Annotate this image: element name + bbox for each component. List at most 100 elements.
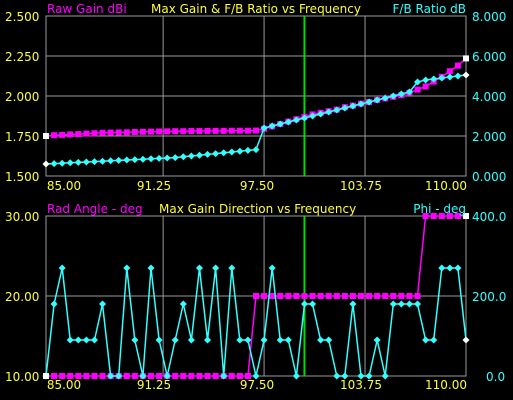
top-point-diamond <box>252 146 260 154</box>
bottom-point-square <box>414 293 421 299</box>
top-point-square <box>67 131 74 138</box>
bottom-point-diamond <box>115 372 123 380</box>
bottom-point-diamond <box>284 336 292 344</box>
top-chart-grid <box>45 15 467 177</box>
bottom-point-square <box>390 293 397 299</box>
top-point-diamond <box>365 98 373 106</box>
top-point-diamond <box>373 96 381 104</box>
bottom-right-axis-label: Phi - deg <box>413 202 466 216</box>
top-point-diamond <box>405 88 413 96</box>
top-x-tick: 85.00 <box>47 179 81 193</box>
top-point-square <box>228 127 235 134</box>
bottom-point-square <box>398 293 405 299</box>
top-x-tick: 97.50 <box>240 179 274 193</box>
bottom-point-diamond <box>430 336 438 344</box>
bottom-point-square <box>180 373 187 379</box>
bottom-point-diamond <box>462 336 470 344</box>
bottom-point-square <box>463 213 469 219</box>
top-point-diamond <box>414 78 422 86</box>
bottom-point-diamond <box>204 336 212 344</box>
top-left-axis-label: Raw Gain dBi <box>47 2 127 16</box>
top-point-diamond <box>430 75 438 83</box>
top-point-square <box>188 128 195 135</box>
top-point-diamond <box>446 73 454 81</box>
top-right-tick: 0.000 <box>472 170 506 184</box>
bottom-point-square <box>172 373 179 379</box>
bottom-point-diamond <box>365 372 373 380</box>
top-plot-frame <box>45 15 467 177</box>
bottom-point-square <box>67 373 74 379</box>
bottom-point-diamond <box>107 372 115 380</box>
top-point-square <box>220 127 227 134</box>
bottom-point-diamond <box>220 372 228 380</box>
top-point-diamond <box>438 74 446 82</box>
top-point-diamond <box>244 146 252 154</box>
bottom-point-diamond <box>309 300 317 308</box>
top-point-diamond <box>309 112 317 120</box>
top-left-tick: 2.000 <box>5 90 39 104</box>
bottom-point-square <box>317 293 324 299</box>
bottom-point-square <box>269 293 276 299</box>
bottom-point-diamond <box>123 264 131 272</box>
bottom-right-tick: 0.0 <box>486 370 505 384</box>
bottom-point-diamond <box>179 300 187 308</box>
top-x-tick: 110.00 <box>425 179 467 193</box>
bottom-point-diamond <box>317 336 325 344</box>
bottom-point-square <box>156 373 163 379</box>
bottom-point-diamond <box>373 336 381 344</box>
bottom-point-diamond <box>90 336 98 344</box>
top-left-tick: 2.500 <box>5 10 39 24</box>
bottom-point-square <box>83 373 90 379</box>
top-point-diamond <box>292 116 300 124</box>
top-point-diamond <box>220 149 228 157</box>
top-point-square <box>253 127 259 134</box>
top-point-square <box>172 128 179 135</box>
bottom-point-square <box>277 293 284 299</box>
bottom-chart-title: Max Gain Direction vs Frequency <box>159 202 356 216</box>
top-point-diamond <box>123 156 131 164</box>
top-point-square <box>454 62 461 69</box>
top-point-diamond <box>139 155 147 163</box>
bottom-point-square <box>212 373 219 379</box>
bottom-point-diamond <box>58 264 66 272</box>
top-point-square <box>83 130 90 137</box>
bottom-point-diamond <box>333 372 341 380</box>
top-point-diamond <box>58 159 66 167</box>
bottom-point-square <box>261 293 268 299</box>
top-x-tick: 103.75 <box>340 179 382 193</box>
bottom-point-diamond <box>446 264 454 272</box>
top-point-square <box>422 83 429 90</box>
bottom-point-diamond <box>349 300 357 308</box>
top-point-diamond <box>317 110 325 118</box>
bottom-point-square <box>333 293 340 299</box>
top-point-diamond <box>276 120 284 128</box>
bottom-x-tick: 85.00 <box>47 378 81 392</box>
bottom-point-square <box>325 293 332 299</box>
top-point-square <box>91 130 98 137</box>
top-point-diamond <box>187 152 195 160</box>
bottom-point-diamond <box>171 336 179 344</box>
bottom-point-diamond <box>422 336 430 344</box>
top-right-axis-label: F/B Ratio dB <box>393 2 466 16</box>
bottom-x-tick: 110.00 <box>425 378 467 392</box>
bottom-point-diamond <box>300 300 308 308</box>
bottom-point-square <box>382 293 389 299</box>
bottom-point-square <box>309 293 316 299</box>
top-point-square <box>212 127 219 134</box>
top-point-diamond <box>74 158 82 166</box>
bottom-point-diamond <box>292 372 300 380</box>
bottom-point-diamond <box>195 264 203 272</box>
bottom-chart-marks <box>42 213 470 380</box>
top-point-square <box>59 131 66 138</box>
top-point-diamond <box>454 72 462 80</box>
top-point-diamond <box>82 158 90 166</box>
top-point-diamond <box>268 122 276 130</box>
bottom-point-square <box>59 373 66 379</box>
bottom-point-diamond <box>42 372 50 380</box>
bottom-point-diamond <box>341 372 349 380</box>
bottom-point-diamond <box>212 264 220 272</box>
bottom-left-tick: 10.00 <box>5 370 39 384</box>
top-point-square <box>164 128 171 135</box>
top-point-square <box>115 129 122 136</box>
top-point-diamond <box>42 160 50 168</box>
